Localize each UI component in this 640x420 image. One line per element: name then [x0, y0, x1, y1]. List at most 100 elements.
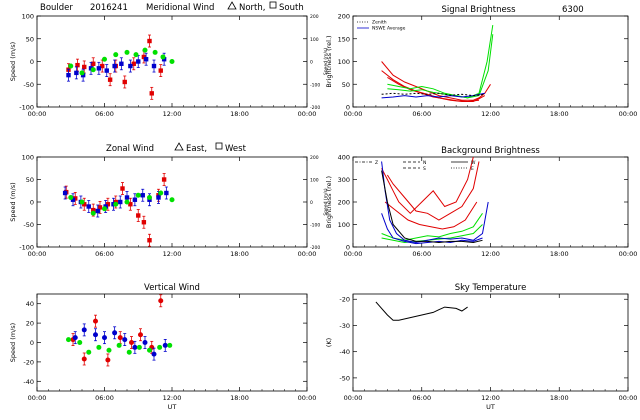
series-line-red [381, 157, 474, 215]
data-point-red [131, 61, 136, 66]
chart-skytemp: Sky Temperature 00:00 06:00 12:00 18:00 00:00… [325, 283, 637, 411]
data-point-blue [151, 351, 157, 357]
y-tick-label: 100 [22, 154, 34, 162]
data-point-red [82, 202, 87, 207]
y-tick-label: 150 [338, 35, 350, 43]
data-point-green [90, 67, 96, 73]
y2-tick-label: 0 [310, 200, 313, 206]
data-point-blue [95, 208, 100, 214]
x-axis-label: UT [486, 403, 495, 411]
triangle-marker-icon [227, 1, 237, 10]
y-tick-label: -40 [339, 348, 350, 356]
chart-background: Background Brightness 00:00 06:00 12:00 18:0… [325, 146, 637, 258]
data-point-green [157, 344, 163, 350]
data-point-blue [66, 72, 71, 78]
data-point-green [147, 195, 152, 200]
data-point-red [100, 63, 105, 69]
plot-frame [352, 293, 629, 392]
legend-label: S [423, 166, 426, 172]
data-point-red [158, 68, 163, 73]
series-line-black [381, 170, 483, 244]
plot-area [375, 301, 468, 321]
data-point-green [66, 337, 71, 343]
x-tick-label: 00:00 [344, 110, 363, 118]
data-point-blue [93, 332, 98, 338]
chart-zonal: 00:00 06:00 12:00 18:00 00:00-100-50050100Sp… [9, 154, 329, 259]
y-tick-label: 200 [338, 199, 350, 207]
data-point-green [142, 47, 148, 53]
data-point-blue [132, 344, 138, 350]
y-tick-label: 50 [342, 81, 350, 89]
y2-axis-label: Speed (m/s) [323, 188, 329, 216]
data-point-blue [124, 195, 130, 200]
series-line-red [381, 61, 491, 101]
y2-tick-label: 100 [310, 178, 319, 184]
legend-label: NSWE Average [372, 26, 406, 32]
plot-area [62, 173, 175, 247]
data-point-red [136, 213, 141, 218]
data-point-red [107, 77, 113, 82]
data-point-blue [72, 335, 78, 341]
data-point-blue [156, 195, 161, 200]
site-label: Boulder [40, 3, 73, 13]
y2-tick-label: 200 [310, 155, 319, 161]
y-tick-label: 0 [346, 104, 350, 112]
y-axis-label: Brightness (rel.) [325, 176, 333, 228]
data-point-blue [112, 63, 117, 69]
y-tick-label: 0 [30, 58, 34, 66]
data-point-red [117, 335, 123, 341]
x-tick-label: 00:00 [298, 394, 317, 402]
y-tick-label: 0 [30, 199, 34, 207]
data-point-red [128, 202, 133, 207]
data-point-blue [151, 63, 157, 69]
square-marker-icon [269, 1, 277, 9]
legend-label: W [471, 160, 476, 166]
x-tick-label: 18:00 [230, 110, 249, 118]
x-tick-label: 12:00 [481, 110, 500, 118]
data-point-green [79, 70, 85, 76]
y2-tick-label: -100 [310, 223, 320, 229]
data-point-green [96, 344, 102, 350]
y-tick-label: -30 [339, 322, 350, 330]
chart-subtitle: 6300 [562, 5, 584, 15]
series-line-black [381, 92, 485, 97]
data-point-green [77, 340, 83, 345]
x-tick-label: 06:00 [412, 110, 431, 118]
x-tick-label: 12:00 [163, 394, 182, 402]
y-tick-label: -20 [23, 358, 34, 366]
y-tick-label: 0 [346, 244, 350, 252]
data-point-blue [102, 335, 107, 341]
data-point-red [97, 205, 103, 210]
data-point-red [129, 340, 134, 345]
data-point-blue [132, 197, 138, 202]
legend-label: E [471, 166, 474, 172]
x-tick-label: 00:00 [298, 110, 317, 118]
data-point-green [169, 59, 175, 64]
x-tick-label: 00:00 [619, 394, 638, 402]
y-tick-label: -100 [19, 104, 34, 112]
legend-north-label: North, [239, 3, 265, 13]
y-tick-label: 0 [30, 339, 34, 347]
data-point-green [160, 54, 166, 60]
data-point-blue [143, 57, 149, 62]
y-tick-label: -20 [339, 296, 350, 304]
data-point-green [169, 197, 175, 203]
square-marker-icon [215, 142, 223, 150]
x-axis-label: UT [168, 403, 177, 411]
data-point-blue [140, 193, 145, 198]
data-point-green [116, 342, 122, 348]
data-point-green [124, 49, 130, 55]
y-axis-label: (K) [325, 338, 333, 347]
y-tick-label: 200 [338, 13, 350, 21]
data-point-red [138, 332, 143, 338]
y-tick-label: 400 [338, 154, 350, 162]
data-point-red [91, 61, 96, 66]
x-tick-label: 00:00 [28, 394, 47, 402]
meridional-title: Meridional Wind [146, 3, 214, 13]
series-line-blue [381, 92, 485, 99]
data-point-green [68, 195, 74, 200]
plot-area [66, 294, 173, 367]
legend-east-label: East, [186, 144, 207, 154]
y2-tick-label: 0 [310, 60, 313, 66]
